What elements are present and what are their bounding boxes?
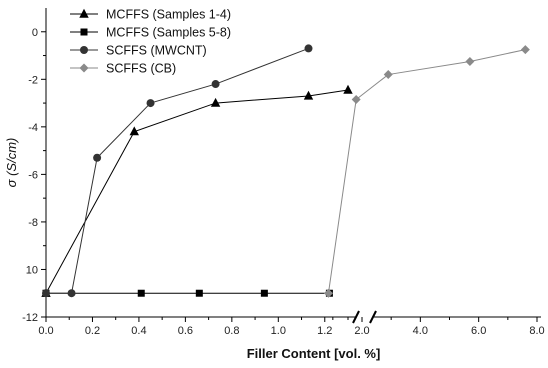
data-point — [80, 28, 88, 36]
y-tick-label: -2 — [28, 74, 38, 86]
data-point — [260, 289, 268, 297]
x-tick-label: 0.4 — [131, 325, 146, 337]
series-line — [327, 49, 526, 294]
legend-label: MCFFS (Samples 1-4) — [106, 8, 231, 22]
x-tick-label: 4.0 — [413, 325, 428, 337]
y-tick-label: -8 — [28, 217, 38, 229]
data-point — [323, 288, 333, 298]
series-line — [45, 89, 349, 294]
x-tick-label: 0.6 — [178, 325, 193, 337]
y-axis-title: σ (S/cm) — [4, 138, 19, 188]
axis-break-mark — [352, 310, 360, 324]
data-point — [210, 97, 221, 107]
data-point — [211, 80, 220, 89]
x-tick-label: 2.0 — [354, 325, 369, 337]
series-square — [42, 289, 333, 297]
legend-item: SCFFS (MWCNT) — [70, 44, 207, 58]
series-circle — [42, 44, 313, 298]
legend-item: SCFFS (CB) — [70, 62, 176, 76]
data-point — [304, 44, 313, 53]
data-point — [42, 289, 50, 298]
series-triangle — [41, 84, 353, 297]
axes: 0 -2 -4 -6 -8 10 -120.0 0.2 0.4 0.6 0.8 1.0 1.2 2.0 4.… — [4, 8, 545, 361]
x-tick-label: 0.0 — [38, 325, 53, 337]
x-tick-label: 1.2 — [317, 325, 332, 337]
data-point — [343, 84, 353, 94]
series-diamond — [323, 45, 530, 298]
data-point — [137, 289, 145, 297]
data-point — [465, 56, 475, 66]
data-point — [383, 70, 393, 80]
data-point — [146, 99, 155, 108]
x-axis-title: Filler Content [vol. %] — [247, 346, 381, 361]
x-tick-label: 0.8 — [224, 325, 239, 337]
legend: MCFFS (Samples 1-4) MCFFS (Samples 5-8) SC… — [70, 8, 231, 76]
y-tick-label: 10 — [26, 264, 38, 276]
legend-item: MCFFS (Samples 5-8) — [70, 26, 231, 40]
y-tick-label: -4 — [28, 122, 38, 134]
legend-label: SCFFS (CB) — [106, 62, 176, 76]
data-point — [80, 46, 88, 54]
y-tick-label: 0 — [32, 27, 38, 39]
data-point — [93, 153, 102, 162]
axis-break-mark — [369, 310, 377, 324]
x-tick-label: 0.2 — [85, 325, 100, 337]
data-point — [79, 63, 89, 73]
data-point — [303, 90, 314, 100]
legend-item: MCFFS (Samples 1-4) — [70, 8, 231, 22]
data-point — [67, 289, 76, 298]
legend-label: MCFFS (Samples 5-8) — [106, 26, 231, 40]
series-line — [46, 47, 309, 294]
series-layer — [41, 44, 530, 298]
x-tick-label: 8.0 — [529, 325, 544, 337]
y-tick-label: -12 — [22, 312, 38, 324]
legend-label: SCFFS (MWCNT) — [106, 44, 207, 58]
x-tick-label: 1.0 — [271, 325, 286, 337]
data-point — [195, 289, 203, 297]
data-point — [129, 126, 139, 136]
y-tick-label: -6 — [28, 169, 38, 181]
data-point — [79, 8, 89, 18]
data-point — [351, 95, 361, 105]
x-tick-label: 6.0 — [471, 325, 486, 337]
data-point — [520, 45, 530, 55]
